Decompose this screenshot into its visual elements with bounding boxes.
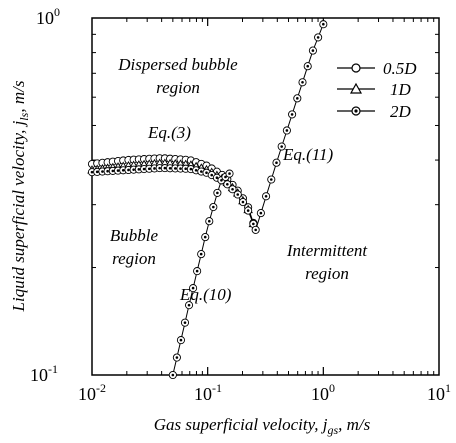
plot-frame-group [91,17,440,376]
data-point-dot [173,167,177,170]
data-point-dot [153,167,156,170]
data-point-dot [179,338,183,342]
data-point-dot [254,228,257,232]
data-point-dot [199,252,203,256]
data-point-dot [142,167,146,171]
axis-ticks [91,17,440,376]
legend-label: 2D [390,102,412,121]
data-point-dot [203,235,207,239]
data-point-dot [311,49,315,52]
x-axis-label: Gas superficial velocity, jgs, m/s [154,415,371,437]
data-point-dot [187,303,191,307]
data-point-dot [106,169,109,173]
data-point-dot [111,169,115,173]
data-point-dot [290,113,294,116]
data-point-dot [163,166,167,170]
legend-item-1d: 1D [337,80,412,99]
data-point-dot [285,129,289,132]
data-point-dot [195,269,199,273]
data-point-dot [216,191,219,195]
data-point-dot [158,166,161,170]
data-point-dot [215,176,219,180]
data-point-dot [200,170,203,173]
annotation-eq11: Eq.(11) [282,145,334,164]
data-point-dot [264,194,268,198]
legend-label: 1D [390,80,412,99]
annotation-eq3: Eq.(3) [147,123,191,142]
data-point-dot [241,200,245,204]
x-tick-label: 10-2 [78,381,106,404]
legend-marker-dot [354,109,358,113]
data-point-dot [132,168,135,171]
data-point-dot [194,169,198,172]
data-point-dot [259,211,263,215]
data-point-dot [212,205,215,209]
legend-item-0-5d: 0.5D [337,59,417,78]
x-tick-label: 101 [427,381,451,404]
data-point-dot [210,173,214,177]
legend-marker-circle [351,63,361,73]
data-point-dot [226,182,229,186]
data-point-dot [127,168,130,172]
annotation-intermittent-2: region [305,264,349,283]
data-point-dot [275,161,278,165]
data-curves [91,24,324,376]
y-axis-label: Liquid superficial velocity, jls, m/s [9,80,31,312]
data-point-dot [316,36,320,39]
data-point-dot [184,167,187,171]
data-point-dot [116,169,120,172]
x-tick-label: 10-1 [194,381,222,404]
data-point-dot [168,166,172,170]
data-point-dot [207,219,211,223]
data-point-dot [296,97,299,100]
data-point-dot [175,356,179,359]
y-tick-label: 100 [36,5,60,28]
data-point-dot [183,321,187,324]
legend-item-2d: 2D [337,102,412,121]
data-point-dot [205,171,208,175]
data-point-dot [220,178,223,182]
plot-frame [91,17,440,376]
annotation-dispersed-1: Dispersed bubble [117,55,238,74]
y-tick-labels: 100 10-1 [30,5,60,385]
data-point-dot [90,170,94,174]
region-annotations: Dispersed bubble region Bubble region In… [110,55,368,304]
data-point-dot [301,80,304,84]
data-point-dot [224,175,227,179]
data-point-dot [280,145,283,148]
data-point-dot [231,187,234,191]
data-point-dot [252,222,255,226]
annotation-dispersed-2: region [156,78,200,97]
legend-marker-triangle [349,82,363,94]
data-point-dot [121,168,125,172]
series-line [172,173,230,376]
data-point-dot [236,193,240,196]
annotation-eq10: Eq.(10) [179,285,232,304]
data-markers [87,20,328,380]
data-point-dot [189,167,193,171]
legend: 0.5D 1D 2D [337,59,417,121]
data-point-dot [322,22,325,26]
annotation-bubble-2: region [112,249,156,268]
data-point-dot [306,64,310,68]
x-tick-label: 100 [311,381,335,404]
data-point-dot [228,172,231,175]
data-point-dot [246,209,250,212]
data-point-dot [179,167,182,170]
annotation-bubble-1: Bubble [110,226,159,245]
data-point-dot [269,178,273,181]
data-point-dot [95,170,99,174]
annotation-intermittent-1: Intermittent [286,241,369,260]
y-tick-label: 10-1 [30,362,58,385]
data-point-dot [147,167,151,171]
data-point-dot [137,168,141,171]
x-tick-labels: 10-2 10-1 100 101 [78,381,451,404]
legend-label: 0.5D [383,59,417,78]
data-point-dot [171,373,175,377]
data-point-dot [101,170,104,173]
data-point-dot [191,286,195,290]
